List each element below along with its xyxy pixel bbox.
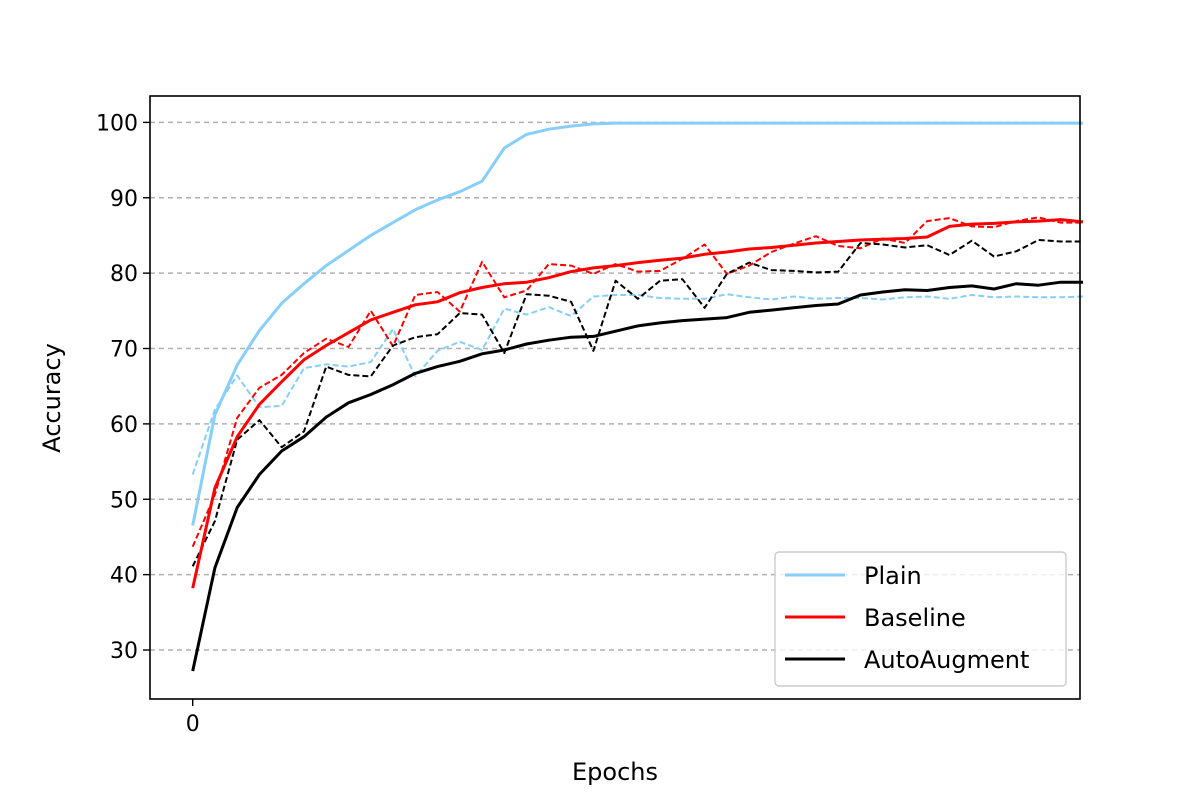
y-tick-label: 80 bbox=[110, 262, 138, 287]
y-axis-label: Accuracy bbox=[38, 343, 66, 453]
series-line-3 bbox=[191, 293, 1084, 475]
legend-label: Plain bbox=[864, 562, 922, 590]
series-line-1 bbox=[191, 218, 1084, 589]
legend-label: Baseline bbox=[864, 604, 966, 632]
x-tick-label: 0 bbox=[186, 712, 200, 737]
y-tick-label: 40 bbox=[110, 564, 138, 589]
series-line-2 bbox=[191, 280, 1083, 672]
x-axis-label: Epochs bbox=[572, 758, 658, 786]
legend-box bbox=[774, 551, 1067, 687]
series-group bbox=[191, 121, 1084, 672]
legend-label: AutoAugment bbox=[864, 646, 1029, 674]
y-tick-label: 50 bbox=[110, 488, 138, 513]
series-line-4 bbox=[191, 216, 1083, 548]
y-tick-label: 60 bbox=[110, 413, 138, 438]
y-tick-label: 30 bbox=[110, 639, 138, 664]
series-line-0 bbox=[191, 121, 1083, 526]
y-tick-label: 100 bbox=[96, 111, 138, 136]
y-tick-label: 70 bbox=[110, 338, 138, 363]
legend: Plain Baseline AutoAugment bbox=[774, 551, 1067, 687]
y-tick-label: 90 bbox=[110, 187, 138, 212]
series-line-5 bbox=[191, 239, 1083, 567]
plot-frame bbox=[149, 95, 1081, 700]
axis-ticks: 30 40 50 60 70 80 90 100 0 bbox=[96, 111, 200, 737]
